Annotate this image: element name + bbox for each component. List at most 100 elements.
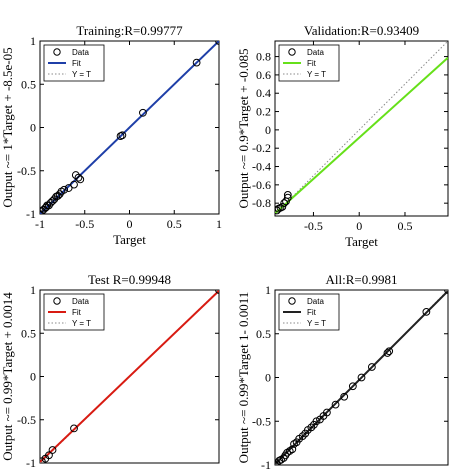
y-tick-label: 0.5 <box>21 326 36 340</box>
y-tick-label: -0.6 <box>252 178 271 192</box>
subplot-1: Training:R=0.99777 -1 -0.5 0 0.5 1 -1 -0.5 0 0.5 1… <box>0 23 222 247</box>
legend-label: Fit <box>72 59 82 68</box>
legend-label: Data <box>72 297 89 306</box>
data-point <box>118 131 127 140</box>
y-tick-label: 0.5 <box>256 327 271 341</box>
legend-data-marker <box>288 48 296 56</box>
data-point <box>422 307 431 316</box>
subplot-4: All:R=0.9981 -1 -0.5 0 0.5 1 Output ~= 0.99*Ta… <box>236 272 449 472</box>
y-tick-label: -0.5 <box>17 164 36 178</box>
y-axis-label: Output ~= 0.99*Target 1- 0.0011 <box>236 292 251 464</box>
data-point <box>307 423 316 432</box>
data-point <box>64 184 73 192</box>
x-tick-label: -0.5 <box>304 219 323 233</box>
data-point <box>280 199 289 208</box>
legend-label: Data <box>72 48 89 57</box>
legend-label: Data <box>307 297 324 306</box>
data-point <box>331 400 340 409</box>
data-point <box>340 392 349 401</box>
y-tick-label: 1 <box>30 34 36 48</box>
data-point <box>60 185 69 194</box>
plot-content <box>40 41 219 214</box>
data-point <box>48 446 57 454</box>
y-tick-label: 0.4 <box>256 86 271 100</box>
data-point <box>70 180 78 189</box>
plot-content <box>275 41 448 215</box>
x-axis-label: Target <box>113 232 146 247</box>
legend: Data Fit Y = T <box>278 44 340 82</box>
y-tick-label: -0.4 <box>252 160 271 174</box>
data-point <box>139 108 147 117</box>
subplot-2: Validation:R=0.93409 -0.5 0 0.5 -0.8 -0.6 -0.4… <box>236 23 449 249</box>
data-point <box>348 382 357 391</box>
x-tick-label: -1 <box>35 217 45 231</box>
y-tick-label: -0.8 <box>252 196 271 210</box>
y-tick-label: 0.2 <box>256 105 271 119</box>
y-tick-label: -0.2 <box>252 141 271 155</box>
plot-content <box>275 290 448 465</box>
y-tick-label: -1 <box>26 207 36 221</box>
plot-title: Validation:R=0.93409 <box>304 23 419 38</box>
legend-label: Y = T <box>307 319 326 328</box>
plot-content <box>40 290 219 463</box>
data-point <box>283 193 292 202</box>
x-tick-label: 0.5 <box>397 219 412 233</box>
x-tick-label: -0.5 <box>75 217 94 231</box>
data-point <box>71 171 80 179</box>
legend-label: Y = T <box>307 70 326 79</box>
y-tick-label: 0 <box>30 370 36 384</box>
y-axis-label: Output ~= 0.9*Target + -0.085 <box>236 49 251 209</box>
legend-label: Y = T <box>72 70 91 79</box>
x-tick-label: 1 <box>216 217 222 231</box>
x-axis-label: Target <box>345 234 378 249</box>
y-tick-label: -0.5 <box>17 413 36 427</box>
y-tick-label: 0.6 <box>256 68 271 82</box>
x-tick-label: 0 <box>127 217 133 231</box>
fit-line <box>275 290 448 465</box>
plot-title: All:R=0.9981 <box>326 272 398 287</box>
legend-label: Y = T <box>72 319 91 328</box>
fit-line <box>40 290 219 463</box>
data-point <box>323 408 331 417</box>
plot-title: Test R=0.99948 <box>88 272 171 287</box>
y-tick-label: 0.5 <box>21 77 36 91</box>
y-axis-label: Output ~= 0.99*Target + 0.0014 <box>0 292 15 461</box>
y-tick-label: 1 <box>265 283 271 297</box>
data-point <box>288 445 297 454</box>
x-tick-label: 0.5 <box>167 217 182 231</box>
data-point <box>444 290 448 294</box>
y-axis-label: Output ~= 1*Target + -8.5e-05 <box>0 47 15 207</box>
legend: Data Fit Y = T <box>278 293 340 331</box>
subplot-3: Test R=0.99948 -1 -0.5 0 0.5 1 Output ~= 0.99*… <box>0 272 220 470</box>
legend-data-marker <box>53 48 61 56</box>
data-point <box>45 451 53 460</box>
legend: Data Fit Y = T <box>43 44 105 82</box>
legend-data-marker <box>53 297 61 305</box>
legend-data-marker <box>288 297 296 305</box>
y-tick-label: 0 <box>265 123 271 137</box>
legend: Data Fit Y = T <box>43 293 105 331</box>
y-tick-label: 0 <box>30 121 36 135</box>
x-tick-label: 0 <box>356 219 362 233</box>
y-tick-label: 1 <box>30 283 36 297</box>
data-point <box>76 175 85 184</box>
legend-label: Fit <box>307 308 317 317</box>
data-point <box>385 347 394 356</box>
y-tick-label: -0.5 <box>252 414 271 428</box>
data-point <box>275 461 279 465</box>
data-point <box>283 191 292 199</box>
legend-label: Fit <box>307 59 317 68</box>
identity-line <box>275 41 448 215</box>
data-point <box>357 373 366 382</box>
data-point <box>215 290 219 294</box>
legend-label: Fit <box>72 308 82 317</box>
legend-label: Data <box>307 48 324 57</box>
data-point <box>278 202 287 211</box>
data-point <box>192 58 201 67</box>
data-point <box>74 173 83 182</box>
y-tick-label: 0 <box>265 371 271 385</box>
y-tick-label: 0.8 <box>256 50 271 64</box>
data-point <box>70 424 78 433</box>
y-tick-label: -1 <box>26 456 36 470</box>
